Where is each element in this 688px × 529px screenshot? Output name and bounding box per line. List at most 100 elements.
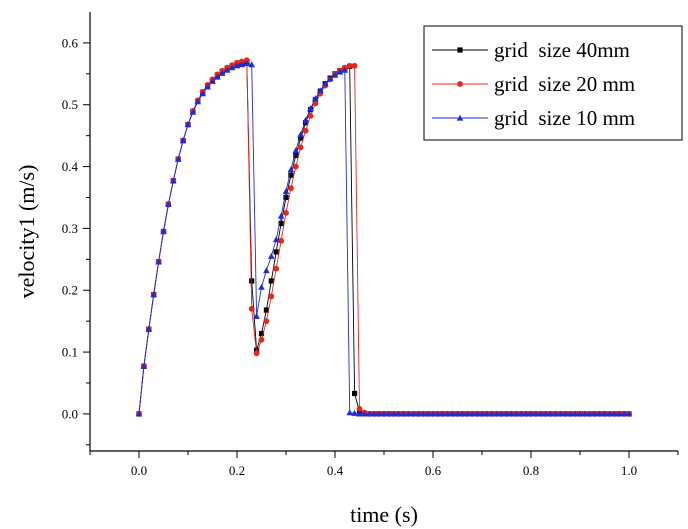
y-tick-label: 0.4 <box>62 159 79 174</box>
data-point <box>488 410 496 417</box>
data-point <box>444 410 451 417</box>
y-tick-label: 0.3 <box>62 221 78 236</box>
data-point <box>233 62 241 69</box>
data-point <box>145 325 153 332</box>
data-point <box>248 61 255 68</box>
data-point <box>204 83 211 90</box>
data-point <box>370 410 378 417</box>
data-point <box>298 135 304 141</box>
data-point <box>331 71 339 78</box>
legend-box <box>423 25 683 141</box>
data-point <box>498 410 505 417</box>
data-point <box>571 410 579 417</box>
data-point <box>278 237 284 244</box>
data-point <box>508 410 515 417</box>
legend-marker <box>456 114 464 121</box>
data-point <box>400 410 407 417</box>
data-point <box>468 410 476 417</box>
data-point <box>258 283 265 290</box>
data-point <box>591 410 598 417</box>
data-point <box>238 61 246 68</box>
data-point <box>366 410 373 417</box>
data-point <box>405 410 412 417</box>
data-point <box>611 410 618 417</box>
data-point <box>278 220 284 227</box>
data-point <box>189 108 197 115</box>
data-point <box>351 62 358 69</box>
data-point <box>287 166 295 173</box>
data-point <box>356 406 363 412</box>
x-tick-label: 1.0 <box>621 463 637 478</box>
y-tick-label: 0.5 <box>62 97 78 112</box>
data-point <box>601 410 608 417</box>
data-point <box>155 258 162 265</box>
data-point <box>439 410 447 417</box>
data-point <box>517 410 525 417</box>
data-point <box>390 410 398 417</box>
data-point <box>434 410 442 417</box>
data-point <box>503 410 510 417</box>
data-point <box>268 252 275 259</box>
data-point <box>179 137 187 144</box>
data-point <box>527 410 535 417</box>
data-point <box>562 410 569 417</box>
data-point <box>586 410 594 417</box>
data-point <box>273 265 280 272</box>
data-point <box>346 62 353 69</box>
data-point <box>424 410 432 417</box>
data-point <box>248 305 255 312</box>
data-point <box>199 90 206 97</box>
x-tick-label: 0.8 <box>523 463 539 478</box>
data-point <box>297 144 304 151</box>
series-3 <box>135 60 633 417</box>
y-tick-label: 0.0 <box>62 406 78 421</box>
legend-label: grid size 10 mm <box>494 106 635 130</box>
data-point <box>297 131 304 138</box>
data-point <box>214 73 221 80</box>
data-point <box>385 410 393 417</box>
data-point <box>277 212 285 219</box>
x-tick-label: 0.6 <box>425 463 442 478</box>
data-point <box>219 69 226 76</box>
data-point <box>547 410 554 417</box>
data-point <box>596 410 603 417</box>
data-point <box>174 155 182 162</box>
data-point <box>615 410 623 417</box>
data-point <box>356 410 363 417</box>
legend-marker <box>457 47 463 53</box>
x-tick-label: 0.4 <box>327 463 344 478</box>
data-point <box>184 121 192 128</box>
data-point <box>272 236 280 243</box>
data-point <box>263 307 269 313</box>
data-point <box>361 410 368 417</box>
axes: 0.0 0.2 0.4 0.6 0.8 1.0 0.0 0.1 0.2 0.3 0.4 0.5 0.6 <box>62 12 679 478</box>
data-point <box>228 64 236 71</box>
y-tick-label: 0.1 <box>62 345 78 360</box>
data-point <box>268 278 274 284</box>
data-point <box>576 410 584 417</box>
data-point <box>282 188 290 194</box>
legend-item: grid size 20 mm <box>432 72 635 96</box>
data-point <box>532 410 540 417</box>
data-point <box>302 127 309 134</box>
data-point <box>581 410 589 417</box>
legend-label: grid size 20 mm <box>494 72 635 96</box>
data-point <box>326 75 334 82</box>
data-point <box>478 410 486 417</box>
legend-label: grid size 40mm <box>494 38 630 62</box>
data-point <box>419 410 427 417</box>
data-point <box>292 163 299 170</box>
data-point <box>160 228 167 235</box>
data-point <box>268 293 275 300</box>
x-tick-label: 0.2 <box>229 463 245 478</box>
data-point <box>263 318 270 325</box>
data-point <box>483 410 491 417</box>
data-point <box>464 410 471 417</box>
data-point <box>223 66 231 73</box>
data-point <box>473 410 481 417</box>
data-point <box>302 116 309 123</box>
data-point <box>165 200 172 207</box>
data-point <box>351 409 358 416</box>
x-tick-label: 0.0 <box>131 463 147 478</box>
